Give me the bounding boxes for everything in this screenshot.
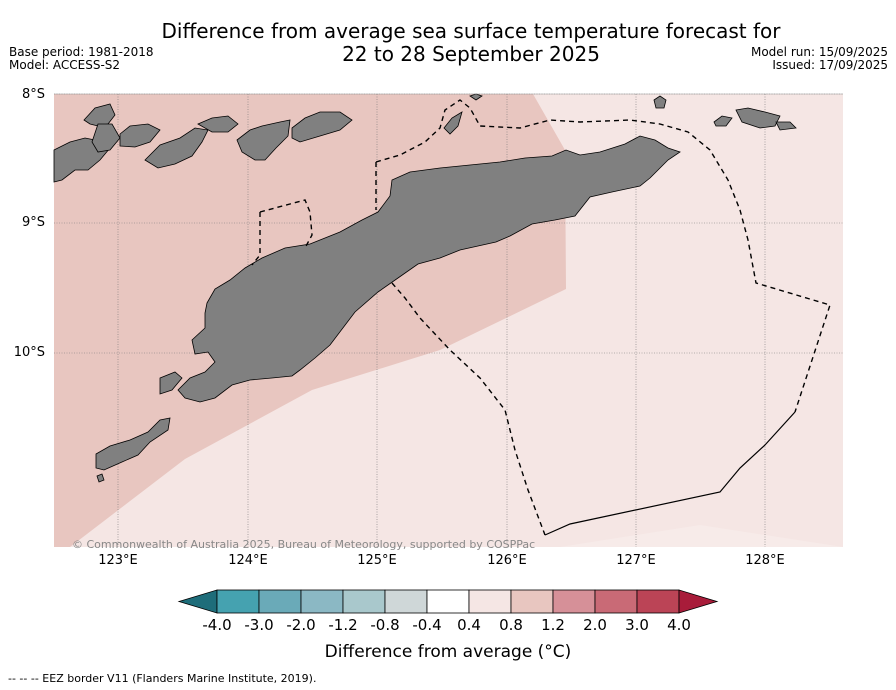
lon-label-128e: 128°E	[745, 553, 785, 568]
eez-border	[251, 99, 831, 536]
lat-label-8s: 8°S	[21, 87, 45, 102]
anomaly-field-edge	[560, 525, 843, 547]
cb-tick: 3.0	[625, 616, 649, 634]
savu-island	[95, 417, 171, 471]
lon-label-125e: 125°E	[357, 553, 397, 568]
cb-tick: -0.8	[370, 616, 400, 634]
kisar-island	[713, 115, 733, 127]
colorbar-cell	[384, 589, 428, 614]
wetar-island	[443, 111, 463, 135]
timor-island	[177, 135, 681, 403]
colorbar-cell	[636, 589, 680, 614]
colorbar-cells	[177, 589, 719, 614]
cb-tick: 1.2	[541, 616, 565, 634]
title-line-2: 22 to 28 September 2025	[342, 42, 600, 66]
colorbar-cell	[300, 589, 344, 614]
cb-tick: 2.0	[583, 616, 607, 634]
island-b	[144, 127, 209, 169]
cb-tick: -3.0	[244, 616, 274, 634]
issued-date: Issued: 17/09/2025	[772, 58, 888, 72]
lon-label-124e: 124°E	[228, 553, 268, 568]
base-period: Base period: 1981-2018	[9, 45, 154, 59]
model-name: Model: ACCESS-S2	[9, 58, 121, 72]
colorbar-cell	[216, 589, 260, 614]
lat-label-9s: 9°S	[21, 215, 45, 230]
cb-tick: -4.0	[202, 616, 232, 634]
meta-right: Model run: 15/09/2025 Issued: 17/09/2025	[751, 46, 888, 72]
model-run: Model run: 15/09/2025	[750, 45, 888, 59]
land	[53, 93, 797, 483]
map-title: Difference from average sea surface temp…	[120, 20, 822, 66]
island-a	[119, 123, 161, 148]
colorbar-cell	[468, 589, 512, 614]
lon-label-127e: 127°E	[616, 553, 656, 568]
pantar-island	[83, 103, 116, 127]
cb-tick: -0.4	[412, 616, 442, 634]
leti-island	[735, 107, 781, 129]
colorbar-label: Difference from average (°C)	[324, 642, 572, 662]
atauro-island	[469, 93, 483, 101]
colorbar-cell	[426, 589, 470, 614]
colorbar-cell	[510, 589, 554, 614]
island-e	[291, 111, 353, 143]
cb-tick: 0.8	[499, 616, 523, 634]
colorbar	[177, 589, 719, 614]
colorbar-cell	[594, 589, 638, 614]
rote-island	[159, 371, 183, 395]
cb-tick: 4.0	[667, 616, 691, 634]
lon-label-123e: 123°E	[98, 553, 138, 568]
island-c	[197, 115, 239, 133]
eez-legend: -- -- -- EEZ border V11 (Flanders Marine…	[8, 672, 317, 685]
island-g	[96, 473, 105, 483]
cb-tick: -1.2	[328, 616, 358, 634]
colorbar-cell	[258, 589, 302, 614]
cb-tick: -2.0	[286, 616, 316, 634]
colorbar-cell	[342, 589, 386, 614]
copyright-notice: © Commonwealth of Australia 2025, Bureau…	[72, 538, 536, 551]
lat-label-10s: 10°S	[13, 345, 45, 360]
colorbar-extend-high	[678, 589, 719, 614]
lon-label-126e: 126°E	[487, 553, 527, 568]
eez-border-solid	[544, 411, 796, 536]
lomblen-island	[91, 123, 121, 153]
title-line-1: Difference from average sea surface temp…	[161, 19, 781, 43]
meta-left: Base period: 1981-2018 Model: ACCESS-S2	[9, 46, 154, 72]
island-f	[653, 95, 667, 109]
cb-tick: 0.4	[457, 616, 481, 634]
moa-island	[775, 121, 797, 131]
colorbar-cell	[552, 589, 596, 614]
island-d	[236, 119, 291, 161]
colorbar-extend-low	[177, 589, 218, 614]
